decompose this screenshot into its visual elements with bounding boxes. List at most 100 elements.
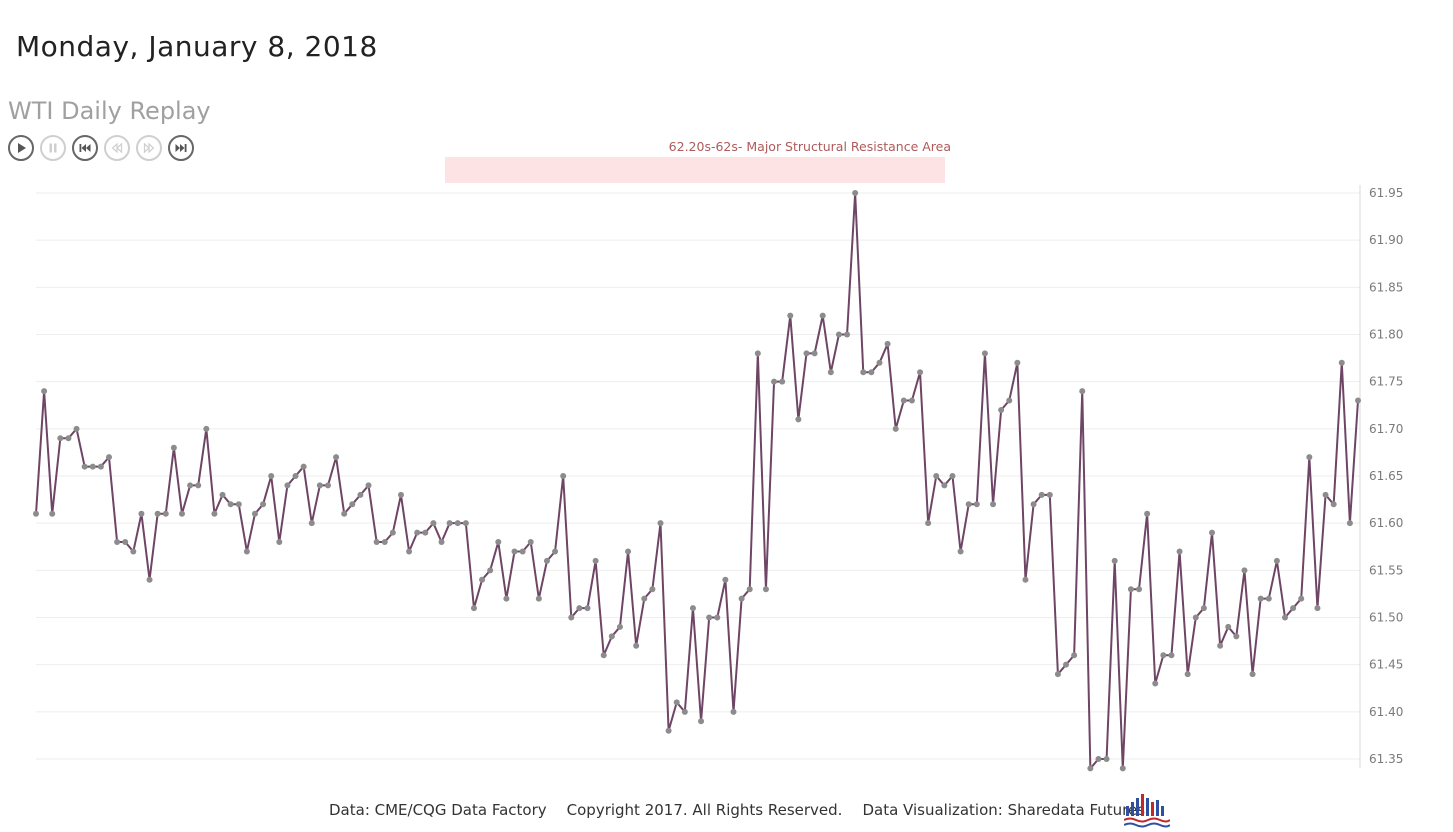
data-point: [1071, 652, 1078, 659]
data-point: [1103, 756, 1110, 762]
data-point: [941, 482, 948, 489]
data-point: [446, 520, 453, 527]
data-point: [1322, 491, 1329, 498]
data-point: [730, 708, 737, 715]
data-point: [949, 473, 956, 479]
data-point: [162, 510, 169, 517]
pause-button[interactable]: [40, 135, 66, 161]
data-point: [114, 539, 121, 546]
data-point: [357, 491, 364, 498]
data-point: [1282, 614, 1289, 621]
data-point: [657, 520, 664, 527]
data-point: [1087, 765, 1094, 772]
data-point: [122, 539, 129, 546]
data-point: [49, 510, 56, 517]
series-line: [35, 192, 1359, 770]
y-tick-label: 61.90: [1369, 233, 1403, 247]
y-tick-label: 61.80: [1369, 328, 1403, 342]
data-point: [462, 520, 469, 527]
data-point: [1022, 576, 1029, 583]
data-point: [138, 510, 145, 517]
data-point: [430, 520, 437, 527]
data-point: [1257, 595, 1264, 602]
data-point: [1233, 633, 1240, 640]
data-point: [892, 425, 899, 432]
data-point: [57, 435, 64, 442]
data-point: [243, 548, 250, 555]
data-point: [487, 567, 494, 574]
data-point: [495, 539, 502, 546]
data-point: [1152, 680, 1159, 687]
skip-to-end-button[interactable]: [168, 135, 194, 161]
y-tick-label: 61.65: [1369, 469, 1403, 483]
y-tick-label: 61.35: [1369, 752, 1403, 766]
data-point: [1200, 605, 1207, 612]
data-point: [341, 510, 348, 517]
resistance-band-label: 62.20s-62s- Major Structural Resistance …: [669, 139, 951, 154]
data-point: [1225, 623, 1232, 630]
data-point: [1038, 491, 1045, 498]
data-point: [227, 501, 234, 508]
series-points: [33, 190, 1361, 772]
data-point: [990, 501, 997, 508]
data-point: [154, 510, 161, 517]
data-point: [479, 576, 486, 583]
play-button[interactable]: [8, 135, 34, 161]
data-point: [876, 359, 883, 366]
data-point: [389, 529, 396, 536]
footer: Data: CME/CQG Data Factory Copyright 201…: [329, 801, 1145, 819]
footer-source: Data: CME/CQG Data Factory: [329, 801, 547, 819]
data-point: [260, 501, 267, 508]
data-point: [324, 482, 331, 489]
y-tick-label: 61.60: [1369, 516, 1403, 530]
y-tick-label: 61.85: [1369, 280, 1403, 294]
data-point: [568, 614, 575, 621]
data-point: [1330, 501, 1337, 508]
data-point: [1136, 586, 1143, 593]
step-back-button[interactable]: [104, 135, 130, 161]
resistance-band: [445, 157, 945, 183]
data-point: [1273, 557, 1280, 564]
data-point: [1209, 529, 1216, 536]
data-point: [1355, 397, 1361, 404]
data-point: [689, 605, 696, 612]
data-point: [746, 586, 753, 593]
y-tick-label: 61.50: [1369, 611, 1403, 625]
data-point: [1111, 557, 1118, 564]
page-title: Monday, January 8, 2018: [16, 30, 378, 63]
data-point: [803, 350, 810, 357]
data-point: [933, 473, 940, 479]
data-point: [292, 473, 299, 479]
y-tick-label: 61.45: [1369, 658, 1403, 672]
data-point: [89, 463, 96, 470]
data-point: [300, 463, 307, 470]
data-point: [81, 463, 88, 470]
data-point: [308, 520, 315, 527]
data-point: [738, 595, 745, 602]
data-point: [422, 529, 429, 536]
data-point: [1168, 652, 1175, 659]
data-point: [957, 548, 964, 555]
data-point: [316, 482, 323, 489]
data-point: [860, 369, 867, 376]
data-point: [235, 501, 242, 508]
data-point: [1306, 454, 1313, 461]
data-point: [414, 529, 421, 536]
data-point: [1127, 586, 1134, 593]
data-point: [827, 369, 834, 376]
data-point: [1217, 642, 1224, 649]
data-point: [981, 350, 988, 357]
data-point: [1290, 605, 1297, 612]
data-point: [519, 548, 526, 555]
data-point: [1006, 397, 1013, 404]
data-point: [698, 718, 705, 725]
data-point: [33, 510, 39, 517]
data-point: [1241, 567, 1248, 574]
data-point: [633, 642, 640, 649]
data-point: [268, 473, 275, 479]
data-point: [454, 520, 461, 527]
skip-to-start-button[interactable]: [72, 135, 98, 161]
data-point: [795, 416, 802, 423]
step-forward-button[interactable]: [136, 135, 162, 161]
data-point: [1160, 652, 1167, 659]
